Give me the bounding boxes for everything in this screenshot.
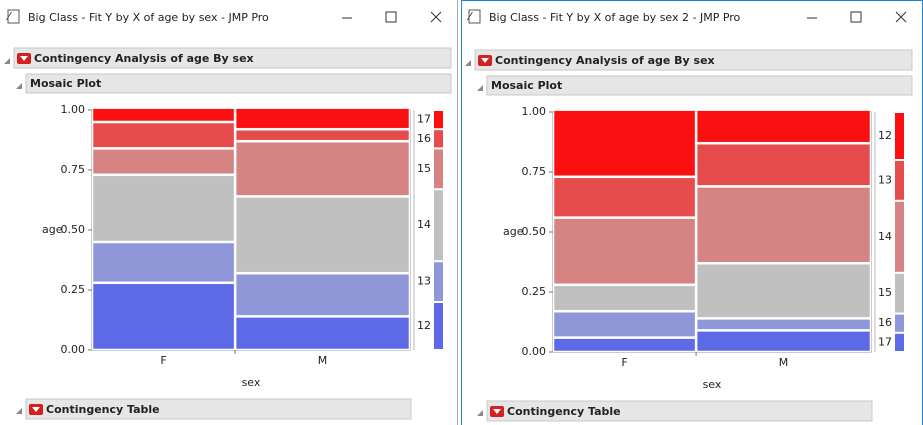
window-icon-box bbox=[468, 9, 481, 24]
mosaic-cell bbox=[92, 108, 235, 122]
mosaic-cell bbox=[235, 197, 410, 273]
level-label: 14 bbox=[417, 218, 431, 231]
report-menu-arrow bbox=[20, 56, 28, 61]
margin-cell bbox=[895, 201, 904, 272]
collapse-toggle[interactable] bbox=[477, 85, 483, 91]
report-header bbox=[474, 49, 913, 71]
section-header bbox=[25, 73, 452, 94]
mosaic-cell bbox=[235, 108, 410, 129]
level-label: 17 bbox=[417, 113, 431, 126]
y-tick-label: 0.50 bbox=[61, 223, 86, 236]
y-tick-label: 0.25 bbox=[522, 285, 547, 298]
y-axis-label: age bbox=[42, 223, 63, 236]
level-label: 15 bbox=[878, 286, 892, 299]
mosaic-cell bbox=[696, 110, 871, 143]
level-label: 12 bbox=[417, 319, 431, 332]
report-title: Contingency Analysis of age By sex bbox=[34, 52, 254, 65]
window-icon-box bbox=[7, 9, 20, 24]
level-label: 13 bbox=[878, 173, 892, 186]
mosaic-cell bbox=[553, 311, 696, 337]
mosaic-cell bbox=[235, 273, 410, 316]
margin-cell bbox=[895, 314, 904, 332]
margin-cell bbox=[895, 273, 904, 313]
margin-cell bbox=[434, 190, 443, 261]
y-tick-label: 0.50 bbox=[522, 225, 547, 238]
margin-cell bbox=[434, 303, 443, 349]
collapse-toggle[interactable] bbox=[465, 60, 471, 66]
mosaic-cell bbox=[553, 110, 696, 177]
table-menu-arrow bbox=[493, 409, 501, 414]
title-bar bbox=[0, 0, 458, 36]
x-tick-label: M bbox=[318, 354, 328, 367]
mosaic-cell bbox=[92, 242, 235, 283]
close-button[interactable] bbox=[430, 11, 442, 23]
x-tick-label: F bbox=[621, 356, 627, 369]
collapse-toggle[interactable] bbox=[4, 58, 10, 64]
y-tick-label: 1.00 bbox=[61, 103, 86, 116]
margin-cell bbox=[895, 161, 904, 200]
level-label: 15 bbox=[417, 162, 431, 175]
section-title: Mosaic Plot bbox=[30, 77, 101, 90]
mosaic-cell bbox=[92, 149, 235, 175]
y-tick-label: 1.00 bbox=[522, 105, 547, 118]
section-title: Mosaic Plot bbox=[491, 79, 562, 92]
y-tick-label: 0.25 bbox=[61, 283, 86, 296]
margin-cell bbox=[434, 149, 443, 189]
mosaic-cell bbox=[553, 218, 696, 285]
margin-cell bbox=[434, 111, 443, 129]
y-axis-label: age bbox=[503, 225, 524, 238]
table-title: Contingency Table bbox=[46, 403, 160, 416]
mosaic-cell bbox=[92, 122, 235, 148]
report-menu-arrow bbox=[481, 58, 489, 63]
report-header bbox=[13, 47, 452, 69]
y-tick-label: 0.75 bbox=[61, 163, 86, 176]
close-button[interactable] bbox=[895, 11, 907, 23]
mosaic-cell bbox=[235, 129, 410, 141]
level-label: 13 bbox=[417, 275, 431, 288]
mosaic-cell bbox=[92, 175, 235, 242]
mosaic-cell bbox=[553, 177, 696, 217]
collapse-toggle[interactable] bbox=[477, 410, 483, 416]
mosaic-cell bbox=[696, 187, 871, 263]
margin-cell bbox=[434, 262, 443, 301]
y-tick-label: 0.75 bbox=[522, 165, 547, 178]
table-header bbox=[486, 400, 873, 422]
window-title: Big Class - Fit Y by X of age by sex 2 -… bbox=[489, 11, 741, 24]
maximize-button[interactable] bbox=[385, 11, 397, 23]
mosaic-cell bbox=[696, 263, 871, 318]
collapse-toggle[interactable] bbox=[16, 408, 22, 414]
maximize-button[interactable] bbox=[850, 11, 862, 23]
table-title: Contingency Table bbox=[507, 405, 621, 418]
table-header bbox=[25, 398, 412, 420]
x-tick-label: M bbox=[779, 356, 789, 369]
level-label: 16 bbox=[417, 132, 431, 145]
x-axis-label: sex bbox=[703, 378, 722, 391]
section-header bbox=[486, 75, 913, 96]
report-title: Contingency Analysis of age By sex bbox=[495, 54, 715, 67]
mosaic-cell bbox=[696, 143, 871, 186]
margin-cell bbox=[895, 333, 904, 351]
level-label: 17 bbox=[878, 335, 892, 348]
window-title: Big Class - Fit Y by X of age by sex - J… bbox=[28, 11, 269, 24]
mosaic-cell bbox=[235, 317, 410, 350]
collapse-toggle[interactable] bbox=[16, 83, 22, 89]
level-label: 14 bbox=[878, 230, 892, 243]
mosaic-cell bbox=[553, 285, 696, 311]
margin-cell bbox=[895, 113, 904, 159]
title-bar bbox=[461, 0, 923, 36]
x-axis-label: sex bbox=[242, 376, 261, 389]
mosaic-cell bbox=[696, 331, 871, 352]
table-menu-arrow bbox=[32, 407, 40, 412]
mosaic-cell bbox=[92, 283, 235, 350]
level-label: 12 bbox=[878, 129, 892, 142]
y-tick-label: 0.00 bbox=[522, 345, 547, 358]
x-tick-label: F bbox=[160, 354, 166, 367]
margin-cell bbox=[434, 130, 443, 148]
mosaic-cell bbox=[235, 141, 410, 196]
y-tick-label: 0.00 bbox=[61, 343, 86, 356]
mosaic-cell bbox=[553, 338, 696, 352]
level-label: 16 bbox=[878, 316, 892, 329]
mosaic-cell bbox=[696, 319, 871, 330]
